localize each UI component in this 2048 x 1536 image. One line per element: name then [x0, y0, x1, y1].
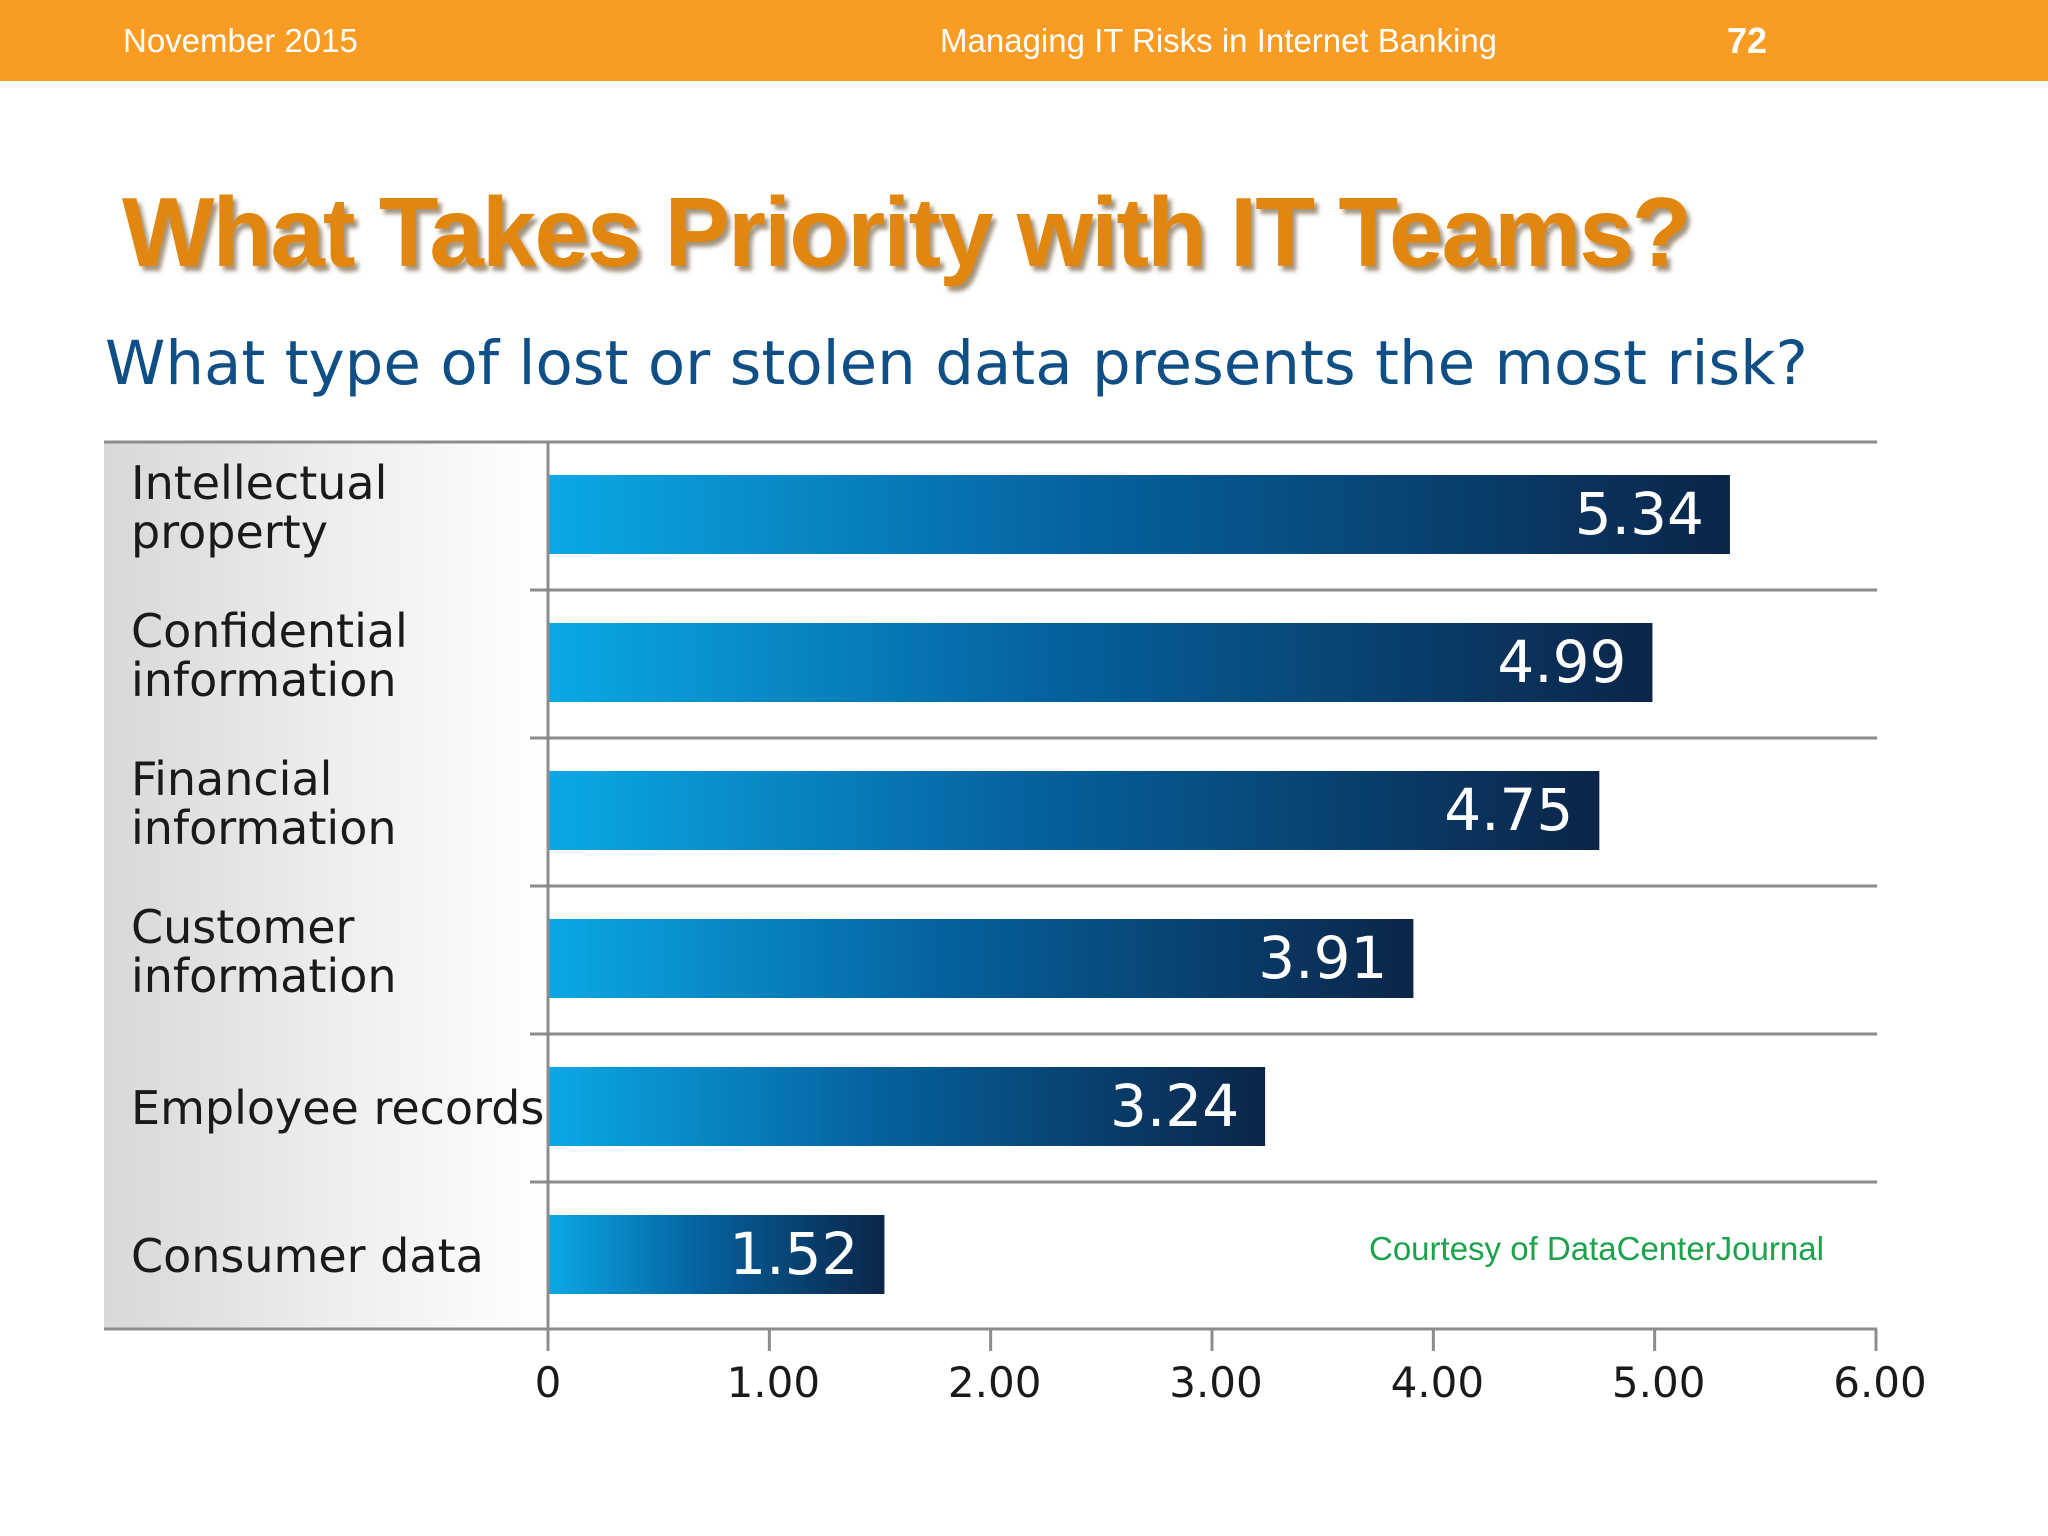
category-label: information [131, 801, 397, 855]
bar-value-label: 3.24 [1110, 1072, 1239, 1140]
bar [549, 919, 1414, 998]
category-label: Consumer data [131, 1229, 484, 1283]
bar [549, 475, 1730, 554]
category-label: property [131, 505, 328, 559]
courtesy-note: Courtesy of DataCenterJournal [1369, 1230, 1824, 1267]
x-tick-label: 0 [535, 1358, 562, 1407]
x-tick-label: 4.00 [1391, 1358, 1485, 1407]
x-tick-label: 2.00 [948, 1358, 1042, 1407]
category-label: Customer [131, 900, 355, 954]
bar [549, 771, 1600, 850]
category-label: Employee records [131, 1081, 544, 1135]
header-date: November 2015 [123, 22, 358, 59]
category-label: Intellectual [131, 456, 387, 510]
bar-value-label: 1.52 [729, 1220, 858, 1288]
x-tick-label: 5.00 [1612, 1358, 1706, 1407]
category-panel [104, 442, 548, 1329]
bar [549, 1215, 885, 1294]
header-presentation-title: Managing IT Risks in Internet Banking [940, 22, 1498, 59]
bar [549, 1067, 1266, 1146]
slide-title: What Takes Priority with IT Teams? [122, 177, 1691, 287]
bar-value-label: 3.91 [1258, 924, 1387, 992]
category-label: information [131, 949, 397, 1003]
bar [549, 623, 1653, 702]
chart-title: What type of lost or stolen data present… [105, 328, 1808, 399]
bar-value-label: 4.75 [1444, 776, 1573, 844]
header-page-number: 72 [1727, 20, 1768, 61]
x-tick-label: 1.00 [727, 1358, 821, 1407]
x-tick-label: 3.00 [1169, 1358, 1263, 1407]
header-bar: November 2015 Managing IT Risks in Inter… [0, 0, 2048, 81]
category-label: Confidential [131, 604, 408, 658]
x-tick-label: 6.00 [1833, 1358, 1927, 1407]
category-label: Financial [131, 752, 332, 806]
category-label: information [131, 653, 397, 707]
bar-value-label: 4.99 [1497, 628, 1626, 696]
bar-value-label: 5.34 [1575, 480, 1704, 548]
